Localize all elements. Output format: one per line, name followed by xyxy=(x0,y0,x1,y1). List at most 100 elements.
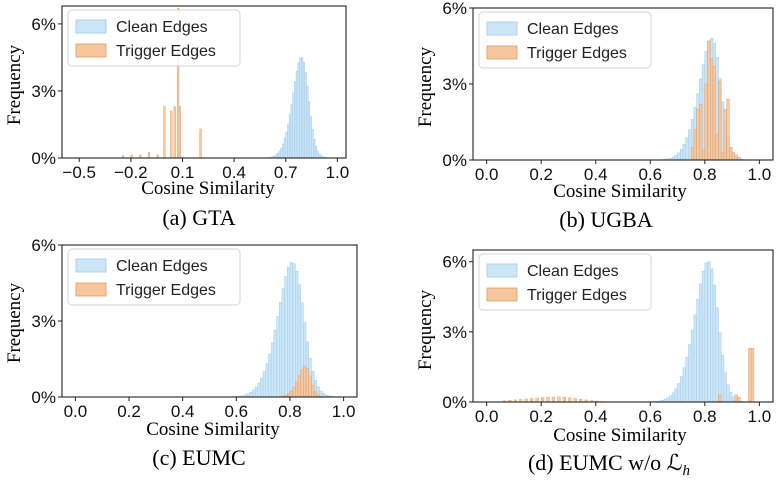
histogram-bar xyxy=(289,115,291,158)
histogram-bar xyxy=(287,124,289,158)
histogram-bar xyxy=(702,271,705,402)
histogram-bar xyxy=(301,57,303,158)
histogram-bar xyxy=(279,302,282,397)
histogram-bar xyxy=(313,139,315,158)
histogram-bar xyxy=(716,308,719,402)
caption-d: (d) EUMC w/o ℒh xyxy=(528,450,690,479)
y-tick-label: 6% xyxy=(31,236,56,255)
histogram-bar xyxy=(691,330,694,402)
histogram-bar xyxy=(680,149,683,160)
histogram-bar xyxy=(290,263,293,397)
histogram-bar xyxy=(174,107,176,158)
x-tick-label: 0.7 xyxy=(274,163,298,182)
histogram-bar xyxy=(284,139,286,158)
y-tick-label: 0% xyxy=(31,149,56,168)
histogram-bar xyxy=(260,378,263,397)
histogram-bar xyxy=(732,152,735,160)
x-tick-label: −0.5 xyxy=(62,163,96,182)
y-tick-label: 3% xyxy=(442,323,467,342)
legend-swatch xyxy=(76,283,106,296)
histogram-bar xyxy=(308,102,310,158)
y-tick-label: 3% xyxy=(442,75,467,94)
histogram-bar xyxy=(721,102,724,160)
histogram-bar xyxy=(252,390,255,397)
histogram-bar xyxy=(294,82,296,158)
histogram-bar xyxy=(718,333,721,402)
x-tick-label: 0.2 xyxy=(529,407,553,426)
histogram-bar xyxy=(552,397,555,402)
histogram-bar xyxy=(317,151,319,158)
caption-b: (b) UGBA xyxy=(559,207,653,232)
histogram-bar xyxy=(669,396,672,402)
histogram-bar xyxy=(541,398,544,402)
x-tick-label: 0.2 xyxy=(529,165,553,184)
y-tick-label: 6% xyxy=(442,0,467,18)
histogram-bar xyxy=(148,152,150,158)
histogram-bar xyxy=(295,271,298,397)
histogram-bar xyxy=(282,289,285,397)
histogram-bar xyxy=(686,138,689,160)
histogram-bar xyxy=(568,398,571,402)
histogram-bar xyxy=(708,41,711,160)
histogram-bar xyxy=(547,397,550,402)
histogram-bar xyxy=(287,267,290,397)
histogram-bar xyxy=(688,130,691,160)
histogram-bar xyxy=(310,117,312,158)
histogram-bar xyxy=(303,62,305,158)
y-tick-label: 6% xyxy=(31,15,56,34)
x-tick-label: 0.0 xyxy=(475,165,499,184)
x-tick-label: 0.0 xyxy=(475,407,499,426)
histogram-bar xyxy=(282,144,284,158)
histogram-bar xyxy=(298,376,301,397)
x-tick-label: 1.0 xyxy=(748,407,772,426)
y-tick-label: 6% xyxy=(442,253,467,272)
histogram-bar xyxy=(286,132,288,158)
histogram-bar xyxy=(718,81,721,160)
histogram-bar xyxy=(702,150,705,160)
legend-swatch xyxy=(76,20,106,33)
histogram-bar xyxy=(301,370,304,397)
histogram-bar xyxy=(678,153,681,160)
histogram-bar xyxy=(296,71,298,158)
histogram-bar xyxy=(675,389,678,402)
histogram-bar xyxy=(295,382,298,397)
histogram-bar xyxy=(258,383,261,397)
xlabel-a: Cosine Similarity xyxy=(141,178,275,199)
histogram-bar xyxy=(558,397,561,402)
histogram-bar xyxy=(699,284,702,402)
histogram-bar xyxy=(751,348,754,402)
histogram-bar xyxy=(729,392,732,402)
caption-d-subscript: h xyxy=(683,463,691,479)
y-tick-label: 3% xyxy=(31,312,56,331)
histogram-bar xyxy=(667,398,670,402)
x-tick-label: 0.0 xyxy=(64,402,88,421)
legend-label: Clean Edges xyxy=(116,19,208,36)
y-tick-label: 3% xyxy=(31,82,56,101)
ylabel-b: Frequency xyxy=(415,46,436,127)
histogram-bar xyxy=(732,397,735,402)
histogram-bar xyxy=(200,129,202,158)
y-tick-label: 0% xyxy=(31,388,56,407)
histogram-bar xyxy=(721,152,724,160)
histogram-bar xyxy=(708,262,711,402)
caption-a: (a) GTA xyxy=(162,205,235,230)
histogram-bar xyxy=(683,144,686,160)
histogram-bar xyxy=(672,393,675,402)
histogram-bar xyxy=(735,395,738,402)
histogram-bar xyxy=(319,391,322,397)
histogram-bar xyxy=(697,109,700,160)
histogram-bar xyxy=(683,368,686,402)
legend-swatch xyxy=(487,288,517,301)
histogram-bar xyxy=(738,397,741,402)
ylabel-d: Frequency xyxy=(415,289,436,370)
legend-swatch xyxy=(487,22,517,35)
